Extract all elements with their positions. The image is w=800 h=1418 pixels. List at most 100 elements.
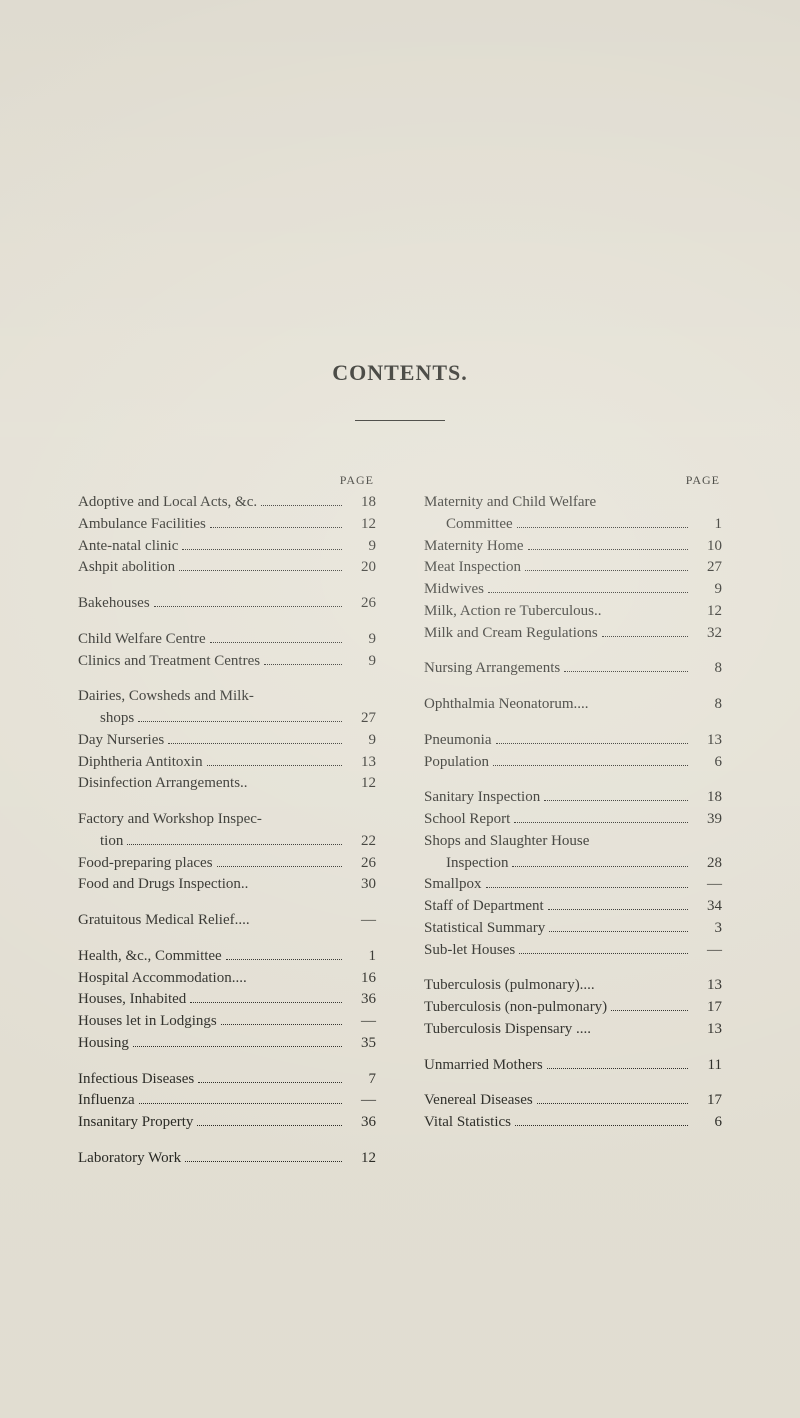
entry-page-number: 3 [692, 918, 722, 940]
entry-page-number: 17 [692, 997, 722, 1019]
group-gap [424, 961, 722, 975]
contents-entry: Maternity and Child Welfare [424, 492, 722, 514]
entry-leader-dots [515, 1125, 688, 1126]
entry-leader-dots [602, 636, 688, 637]
entry-label: Health, &c., Committee [78, 946, 222, 968]
entry-leader-dots [564, 671, 688, 672]
entry-page-number: 6 [692, 1112, 722, 1134]
entry-label: Venereal Diseases [424, 1090, 533, 1112]
entry-leader-dots [261, 505, 342, 506]
entry-page-number: 35 [346, 1033, 376, 1055]
entry-page-number: 12 [692, 601, 722, 623]
contents-entry: Midwives9 [424, 579, 722, 601]
entry-page-number: 8 [692, 658, 722, 680]
entry-label: Sub-let Houses [424, 940, 515, 962]
entry-page-number: 27 [692, 557, 722, 579]
entry-page-number: 32 [692, 623, 722, 645]
entry-page-number: 10 [692, 536, 722, 558]
contents-entry: Clinics and Treatment Centres9 [78, 651, 376, 673]
contents-entry: Hospital Accommodation....16 [78, 968, 376, 990]
entry-page-number: 9 [346, 536, 376, 558]
contents-entry: Day Nurseries9 [78, 730, 376, 752]
contents-entry: shops27 [78, 708, 376, 730]
contents-entry: Influenza — [78, 1090, 376, 1112]
contents-entry: Venereal Diseases 17 [424, 1090, 722, 1112]
contents-entry: Tuberculosis (pulmonary)....13 [424, 975, 722, 997]
entry-label: Tuberculosis (pulmonary).... [424, 975, 595, 997]
entry-page-number: 13 [692, 1019, 722, 1041]
contents-entry: Milk and Cream Regulations32 [424, 623, 722, 645]
entry-leader-dots [514, 822, 688, 823]
entry-label: Unmarried Mothers [424, 1055, 543, 1077]
entry-label: Infectious Diseases [78, 1069, 194, 1091]
entry-label: Smallpox [424, 874, 482, 896]
entry-leader-dots [549, 931, 688, 932]
entry-page-number: 1 [692, 514, 722, 536]
entry-leader-dots [138, 721, 342, 722]
entry-leader-dots [493, 765, 688, 766]
entry-page-number: 12 [346, 773, 376, 795]
entry-page-number: 11 [692, 1055, 722, 1077]
contents-entry: Pneumonia13 [424, 730, 722, 752]
entry-label: Clinics and Treatment Centres [78, 651, 260, 673]
contents-columns: PAGE Adoptive and Local Acts, &c.18Ambul… [0, 473, 800, 1170]
entry-leader-dots [517, 527, 688, 528]
entry-page-number: 17 [692, 1090, 722, 1112]
entry-label: Ophthalmia Neonatorum.... [424, 694, 589, 716]
group-gap [78, 795, 376, 809]
entry-label: School Report [424, 809, 510, 831]
entry-leader-dots [210, 642, 342, 643]
entry-leader-dots [133, 1046, 342, 1047]
contents-entry: Factory and Workshop Inspec- [78, 809, 376, 831]
entry-page-number: 12 [346, 1148, 376, 1170]
page: CONTENTS. PAGE Adoptive and Local Acts, … [0, 0, 800, 1418]
contents-entry: Houses, Inhabited36 [78, 989, 376, 1011]
entry-leader-dots [611, 1010, 688, 1011]
contents-entry: Vital Statistics6 [424, 1112, 722, 1134]
group-gap [78, 579, 376, 593]
contents-entry: Ante-natal clinic 9 [78, 536, 376, 558]
entry-page-number: 13 [692, 730, 722, 752]
entry-label: Factory and Workshop Inspec- [78, 809, 262, 831]
contents-entry: Dairies, Cowsheds and Milk- [78, 686, 376, 708]
entry-page-number: 20 [346, 557, 376, 579]
entry-page-number: 28 [692, 853, 722, 875]
entry-page-number: 13 [346, 752, 376, 774]
contents-entry: Infectious Diseases7 [78, 1069, 376, 1091]
entry-page-number: 27 [346, 708, 376, 730]
entry-leader-dots [179, 570, 342, 571]
contents-entry: Disinfection Arrangements..12 [78, 773, 376, 795]
title-rule [355, 420, 445, 421]
entry-label: Gratuitous Medical Relief.... [78, 910, 250, 932]
group-gap [424, 773, 722, 787]
entry-label: Ashpit abolition [78, 557, 175, 579]
entry-label: Child Welfare Centre [78, 629, 206, 651]
entry-page-number: 26 [346, 593, 376, 615]
entry-label: Insanitary Property [78, 1112, 193, 1134]
group-gap [424, 716, 722, 730]
contents-col-left: PAGE Adoptive and Local Acts, &c.18Ambul… [78, 473, 376, 1170]
contents-entry: Statistical Summary3 [424, 918, 722, 940]
contents-entry: Ashpit abolition 20 [78, 557, 376, 579]
entry-label: Houses let in Lodgings [78, 1011, 217, 1033]
entry-label: Milk, Action re Tuberculous.. [424, 601, 602, 623]
entry-leader-dots [207, 765, 342, 766]
entry-leader-dots [198, 1082, 342, 1083]
entry-page-number: — [692, 874, 722, 896]
contents-entry: Smallpox — [424, 874, 722, 896]
contents-entry: Milk, Action re Tuberculous.. 12 [424, 601, 722, 623]
entry-leader-dots [217, 866, 342, 867]
entry-label: Ante-natal clinic [78, 536, 178, 558]
entry-label: Sanitary Inspection [424, 787, 540, 809]
entry-label: Laboratory Work [78, 1148, 181, 1170]
entry-page-number: 39 [692, 809, 722, 831]
group-gap [424, 644, 722, 658]
entry-label: Maternity Home [424, 536, 524, 558]
entry-label: Tuberculosis (non-pulmonary) [424, 997, 607, 1019]
contents-entry: Sanitary Inspection18 [424, 787, 722, 809]
entry-label: Food and Drugs Inspection.. [78, 874, 248, 896]
entry-page-number: — [346, 1090, 376, 1112]
entry-label: Influenza [78, 1090, 135, 1112]
entry-label: Ambulance Facilities [78, 514, 206, 536]
entry-leader-dots [139, 1103, 342, 1104]
